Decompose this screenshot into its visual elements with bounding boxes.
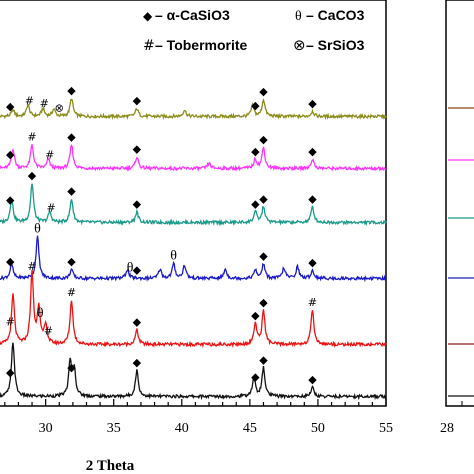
x-axis-title: 2 Theta [86,458,135,474]
peak-marker-5-9: # [308,296,317,309]
peak-marker-2-8: ◆ [308,145,317,158]
x-axis-ticks: 30 35 40 45 50 55 [4,399,393,436]
series-line-5 [0,270,387,349]
peak-marker-2-7: ◆ [259,133,268,146]
legend-symbol-1: ◆ [143,9,153,23]
peak-marker-6-2: ◆ [67,361,76,374]
peak-marker-1-4: ⊗ [55,101,64,114]
peak-marker-5-7: ◆ [251,309,260,322]
legend: ◆ – α-CaSiO3 θ – CaCO3 # – Tobermorite ⊗… [143,7,365,54]
peak-marker-3-4: ◆ [67,185,76,198]
peak-marker-4-7: ◆ [259,250,268,263]
peak-marker-1-8: ◆ [259,85,268,98]
series-line-4 [0,235,387,283]
series-layer [0,98,387,401]
x-tick-label-45: 45 [243,421,257,436]
plot-frame [0,0,387,407]
peak-marker-4-3: ◆ [67,255,76,268]
x-tick-label-55: 55 [379,421,393,436]
peak-marker-5-6: ◆ [133,316,142,329]
peak-marker-2-1: ◆ [6,148,15,161]
peak-marker-1-2: # [25,95,34,108]
peak-marker-6-4: ◆ [251,371,260,384]
series-line-3 [0,183,387,227]
peak-marker-2-5: ◆ [133,142,142,155]
legend-symbol-3: # [143,38,155,54]
legend-label-4: – SrSiO3 [306,37,365,53]
peak-marker-6-3: ◆ [133,356,142,369]
x-tick-label-40: 40 [175,421,189,436]
series-line-6 [0,342,387,401]
peak-marker-4-8: ◆ [308,256,317,269]
peak-marker-1-3: # [40,97,49,110]
peak-marker-4-1: ◆ [6,255,15,268]
peak-marker-4-5: ◆ [133,264,142,277]
x-tick-label-30: 30 [39,421,53,436]
peak-marker-4-4: θ [127,260,134,275]
peak-marker-4-2: θ [34,221,41,236]
second-panel-content: 28 [440,107,474,436]
peak-marker-3-5: ◆ [133,198,142,211]
peak-marker-1-7: ◆ [251,99,260,112]
peak-marker-3-3: # [46,201,55,214]
legend-symbol-4: ⊗ [293,36,306,54]
peak-marker-1-9: ◆ [308,97,317,110]
peak-marker-5-4: # [44,325,53,338]
second-panel-tick-label: 28 [440,421,454,436]
peak-marker-2-2: # [27,131,36,144]
peak-marker-3-8: ◆ [308,192,317,205]
peak-marker-2-3: # [45,148,54,161]
peak-marker-5-3: θ [37,306,44,321]
peak-marker-1-1: ◆ [6,100,15,113]
peak-marker-1-5: ◆ [67,84,76,97]
peak-marker-2-4: ◆ [67,131,76,144]
marker-layer: ◆ # # ⊗◆◆ ◆◆◆◆##◆◆ ◆◆◆◆◆#◆◆ ◆ ◆ ◆◆θ◆ θ ◆θ ◆ ◆##θ##◆ ◆… [6,84,318,386]
peak-marker-3-2: ◆ [28,169,37,182]
peak-marker-6-5: ◆ [259,353,268,366]
x-tick-label-35: 35 [107,421,121,436]
peak-marker-5-2: # [27,260,36,273]
peak-marker-4-6: θ [170,249,177,264]
legend-label-3: – Tobermorite [155,37,248,53]
second-panel-frame [445,0,474,407]
legend-label-1: – α-CaSiO3 [155,7,230,23]
peak-marker-5-5: # [67,286,76,299]
peak-marker-5-8: ◆ [259,296,268,309]
peak-marker-6-6: ◆ [308,373,317,386]
x-tick-label-50: 50 [311,421,325,436]
peak-marker-1-6: ◆ [133,94,142,107]
legend-symbol-2: θ [295,9,302,24]
peak-marker-3-7: ◆ [259,192,268,205]
peak-marker-3-6: ◆ [251,198,260,211]
series-line-2 [0,144,387,173]
peak-marker-2-6: ◆ [251,145,260,158]
series-line-1 [0,98,387,121]
legend-label-2: – CaCO3 [306,7,365,23]
peak-marker-5-1: # [6,315,15,328]
peak-marker-3-1: ◆ [6,193,15,206]
peak-marker-6-1: ◆ [6,366,15,379]
